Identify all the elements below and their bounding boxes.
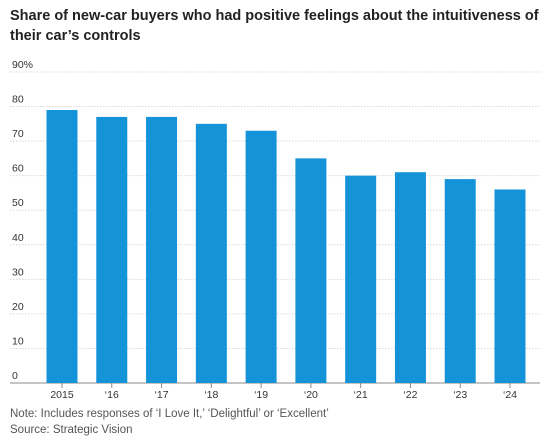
bar <box>195 123 227 383</box>
bar <box>345 175 377 383</box>
x-tick-label: ‘24 <box>503 389 517 401</box>
bar <box>96 116 128 383</box>
x-tick-label: ‘17 <box>155 389 169 401</box>
bar <box>46 110 78 383</box>
x-tick-label: ‘22 <box>403 389 417 401</box>
bar <box>295 158 327 383</box>
y-tick-label: 20 <box>12 301 24 313</box>
x-tick-label: 2015 <box>50 389 74 401</box>
y-tick-label: 80 <box>12 94 24 106</box>
x-tick-label: ‘18 <box>204 389 218 401</box>
y-tick-label: 60 <box>12 163 24 175</box>
bar <box>394 172 426 383</box>
x-axis-labels: 2015 ‘16 ‘17 ‘18 ‘19 ‘20 ‘21 ‘22 ‘23 ‘24 <box>50 389 517 401</box>
bar <box>146 116 178 383</box>
bar <box>494 189 526 383</box>
x-tick-label: ‘19 <box>254 389 268 401</box>
x-tick-label: ‘20 <box>304 389 318 401</box>
bars <box>46 110 526 383</box>
bar <box>444 179 476 383</box>
y-tick-label: 30 <box>12 266 24 278</box>
y-tick-label: 90% <box>12 59 33 71</box>
y-tick-label: 40 <box>12 232 24 244</box>
y-tick-label: 50 <box>12 197 24 209</box>
x-axis-ticks <box>61 383 511 388</box>
x-tick-label: ‘21 <box>354 389 368 401</box>
x-tick-label: ‘16 <box>105 389 119 401</box>
x-tick-label: ‘23 <box>453 389 467 401</box>
y-tick-label: 10 <box>12 335 24 347</box>
chart-title: Share of new-car buyers who had positive… <box>10 8 539 44</box>
chart-note: Note: Includes responses of ‘I Love It,’… <box>10 408 329 420</box>
y-tick-label: 70 <box>12 128 24 140</box>
chart-source: Source: Strategic Vision <box>10 424 133 436</box>
bar <box>245 130 277 383</box>
y-axis-labels: 0 10 20 30 40 50 60 70 80 90% <box>12 59 33 382</box>
y-tick-label: 0 <box>12 370 18 382</box>
